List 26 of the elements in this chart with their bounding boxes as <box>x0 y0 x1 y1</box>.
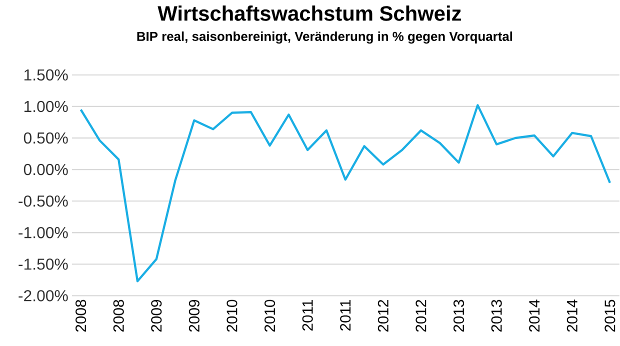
x-tick-label: 2012 <box>416 300 426 332</box>
y-tick-label: 0.00% <box>24 164 68 176</box>
x-tick-label: 2013 <box>491 300 502 332</box>
x-tick-label: 2009 <box>188 300 200 332</box>
x-tick-label: 2012 <box>378 300 388 332</box>
chart-title: Wirtschaftswachstum Schweiz <box>158 6 461 22</box>
x-tick-label: 2010 <box>264 300 276 332</box>
x-tick-label: 2010 <box>226 300 238 332</box>
x-tick-label: 2008 <box>113 300 124 332</box>
y-tick-label: -1.00% <box>18 227 68 238</box>
y-tick-label: 1.00% <box>24 101 68 112</box>
x-tick-label: 2009 <box>151 300 162 332</box>
y-tick-label: 1.50% <box>24 69 68 81</box>
y-tick-label: 0.50% <box>24 132 68 144</box>
y-tick-label: -0.50% <box>18 196 68 207</box>
x-tick-label: 2015 <box>604 300 616 332</box>
y-tick-label: -1.50% <box>18 258 68 270</box>
line-series <box>80 104 612 282</box>
x-tick-label: 2013 <box>453 300 464 332</box>
x-tick-label: 2008 <box>76 300 86 332</box>
x-tick-label: 2011 <box>340 300 351 331</box>
x-tick-label: 2014 <box>566 300 578 332</box>
x-tick-label: 2014 <box>529 300 540 332</box>
y-tick-label: -2.00% <box>18 290 68 302</box>
x-tick-label: 2011 <box>302 300 313 331</box>
chart-subtitle: BIP real, saisonbereinigt, Veränderung in % gegen Vorquartal <box>137 32 512 44</box>
